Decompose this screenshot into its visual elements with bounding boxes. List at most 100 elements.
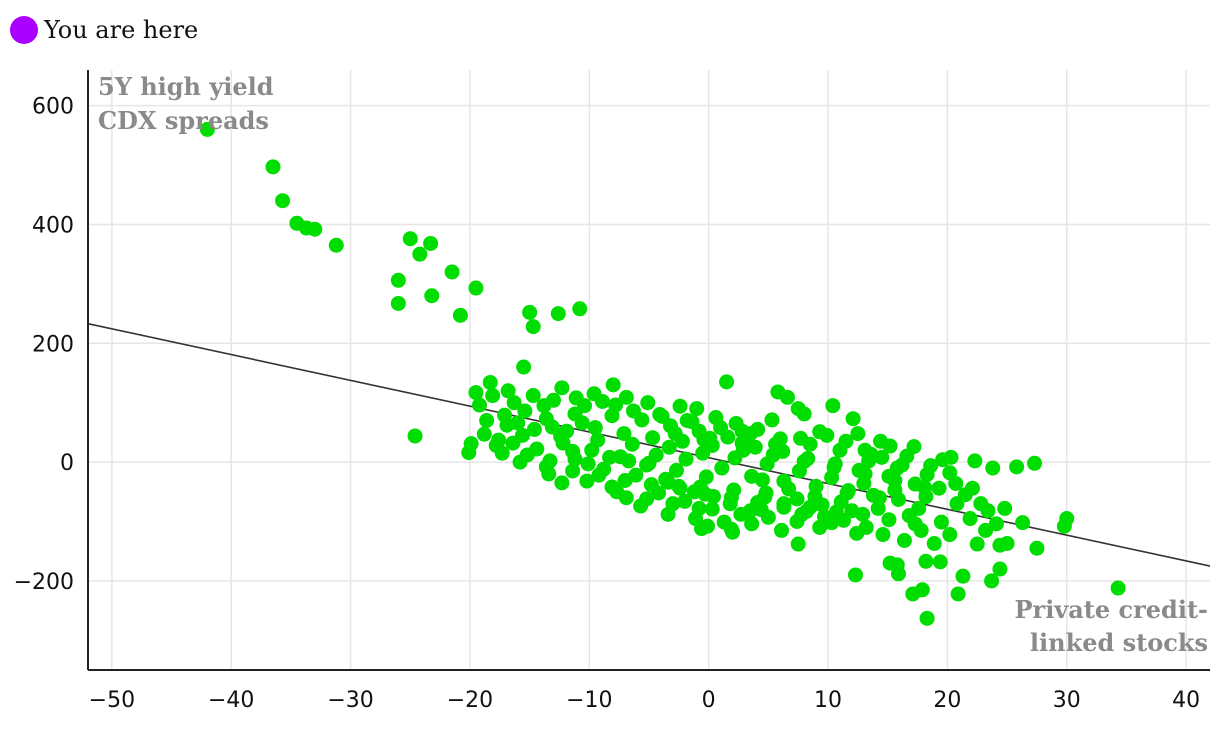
- trend-line: [87, 322, 1211, 567]
- data-point: [918, 553, 934, 569]
- data-point: [580, 456, 596, 472]
- data-point: [565, 463, 581, 479]
- y-corner-label-line-1: 5Y high yield: [98, 72, 274, 101]
- x-tick-label: 40: [1172, 688, 1200, 713]
- legend: You are here: [10, 16, 198, 44]
- data-point: [640, 395, 656, 411]
- data-point: [699, 518, 715, 534]
- data-point: [572, 301, 588, 317]
- data-point: [828, 504, 844, 520]
- data-point: [858, 519, 874, 535]
- data-point: [942, 465, 958, 481]
- y-tick-label: −200: [14, 570, 74, 595]
- data-point: [602, 449, 618, 465]
- data-point: [964, 480, 980, 496]
- data-point: [870, 500, 886, 516]
- data-point: [516, 359, 532, 375]
- data-point: [816, 509, 832, 525]
- data-point: [933, 514, 949, 530]
- data-point: [522, 304, 538, 320]
- data-point: [538, 411, 554, 427]
- data-point: [526, 421, 542, 437]
- data-point: [942, 527, 958, 543]
- data-point: [819, 427, 835, 443]
- data-point: [850, 426, 866, 442]
- data-point: [616, 426, 632, 442]
- data-point: [1029, 540, 1045, 556]
- data-point: [988, 516, 1004, 532]
- y-tick-label: 0: [60, 451, 74, 476]
- data-point: [645, 430, 661, 446]
- data-point: [554, 380, 570, 396]
- data-point: [889, 460, 905, 476]
- data-point: [390, 272, 406, 288]
- data-point: [992, 561, 1008, 577]
- data-point: [760, 509, 776, 525]
- data-point: [768, 436, 784, 452]
- data-point: [407, 428, 423, 444]
- data-point: [890, 566, 906, 582]
- x-tick-label: −20: [447, 688, 493, 713]
- data-point: [579, 473, 595, 489]
- data-point: [949, 496, 965, 512]
- data-point: [605, 377, 621, 393]
- data-point: [512, 454, 528, 470]
- data-point: [199, 121, 215, 137]
- data-point: [567, 451, 583, 467]
- data-point: [919, 610, 935, 626]
- data-point: [874, 449, 890, 465]
- data-point: [568, 390, 584, 406]
- data-point: [684, 414, 700, 430]
- data-point: [485, 388, 501, 404]
- data-point: [689, 401, 705, 417]
- data-point: [825, 398, 841, 414]
- data-point: [750, 494, 766, 510]
- data-point: [559, 423, 575, 439]
- data-point: [609, 484, 625, 500]
- data-point: [624, 436, 640, 452]
- data-point: [307, 221, 323, 237]
- data-point: [899, 448, 915, 464]
- data-point: [907, 516, 923, 532]
- data-point: [654, 408, 670, 424]
- y-corner-label-line-2: CDX spreads: [98, 106, 269, 135]
- y-tick-label: 600: [32, 95, 74, 120]
- data-point: [931, 480, 947, 496]
- data-point: [625, 403, 641, 419]
- data-point: [754, 472, 770, 488]
- data-point: [667, 426, 683, 442]
- x-tick-label: 30: [1053, 688, 1081, 713]
- data-point: [402, 231, 418, 247]
- data-point: [510, 415, 526, 431]
- x-tick-label: 20: [933, 688, 961, 713]
- data-point: [618, 389, 634, 405]
- data-point: [500, 383, 516, 399]
- data-point: [790, 536, 806, 552]
- data-point: [969, 536, 985, 552]
- data-point: [517, 403, 533, 419]
- data-point: [840, 483, 856, 499]
- data-point: [917, 480, 933, 496]
- data-point: [482, 374, 498, 390]
- data-point: [697, 486, 713, 502]
- data-point: [789, 491, 805, 507]
- data-point: [932, 554, 948, 570]
- data-point: [826, 459, 842, 475]
- data-point: [529, 441, 545, 457]
- data-point: [708, 410, 724, 426]
- data-point: [550, 306, 566, 322]
- data-point: [691, 500, 707, 516]
- data-point: [764, 412, 780, 428]
- x-tick-label: −40: [208, 688, 254, 713]
- data-point: [491, 432, 507, 448]
- data-point: [881, 512, 897, 528]
- data-point: [594, 393, 610, 409]
- data-point: [794, 506, 810, 522]
- data-point: [796, 453, 812, 469]
- data-point: [723, 490, 739, 506]
- data-point: [750, 421, 766, 437]
- data-point: [621, 453, 637, 469]
- data-point: [514, 427, 530, 443]
- data-point: [914, 582, 930, 598]
